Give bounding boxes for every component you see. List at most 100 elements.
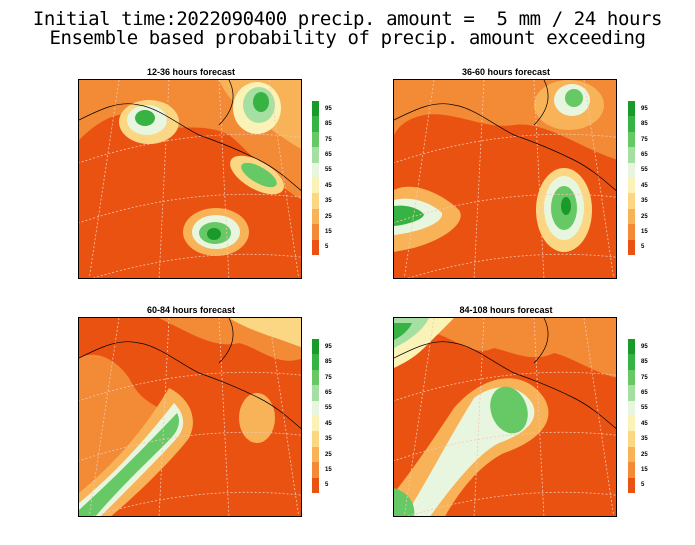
shade-85 [394, 323, 412, 340]
shade-75b [394, 488, 415, 516]
colorbar-swatch [312, 446, 319, 463]
colorbar-label: 5 [641, 482, 645, 489]
panel-4-colorbar: 95 85 75 65 55 45 35 25 15 5 [628, 339, 648, 494]
colorbar-label: 75 [641, 374, 648, 381]
colorbar-swatch [628, 431, 635, 448]
colorbar-label: 15 [325, 228, 332, 235]
colorbar-swatch [312, 131, 319, 148]
colorbar-swatch [312, 162, 319, 179]
panel-1-map [78, 79, 302, 279]
colorbar-swatch [312, 400, 319, 417]
colorbar-swatch [628, 446, 635, 463]
panel-3-coastline [79, 318, 301, 429]
colorbar-label: 75 [641, 136, 648, 143]
colorbar-label: 25 [325, 451, 332, 458]
colorbar-swatch [312, 462, 319, 479]
colorbar-swatch [628, 224, 635, 241]
colorbar-label: 85 [325, 121, 332, 128]
colorbar-label: 45 [325, 182, 332, 189]
colorbar-label: 15 [325, 466, 332, 473]
colorbar-swatch [312, 369, 319, 386]
panel-3-precip-shading [79, 318, 301, 516]
colorbar-label: 25 [641, 451, 648, 458]
colorbar-label: 95 [325, 105, 332, 112]
shade-15 [79, 318, 301, 361]
panel-4-title: 84-108 hours forecast [459, 305, 553, 315]
colorbar-swatch [628, 101, 635, 117]
colorbar-swatch [628, 416, 635, 432]
panel-3-colorbar: 95 85 75 65 55 45 35 25 15 5 [312, 339, 332, 494]
panel-2-map [393, 79, 617, 279]
colorbar-label: 95 [641, 343, 648, 350]
panel-1-plot [79, 80, 301, 278]
panel-2-coastline [394, 80, 616, 191]
shade-95 [207, 228, 221, 240]
colorbar-label: 45 [641, 182, 648, 189]
colorbar-label: 95 [641, 105, 648, 112]
panel-1-coastline [79, 80, 301, 191]
panel-2-graticule [394, 80, 616, 278]
colorbar-swatch [628, 208, 635, 225]
panel-4-graticule [394, 318, 616, 516]
shade-85b [253, 92, 269, 112]
colorbar-label: 25 [325, 213, 332, 220]
colorbar-label: 15 [641, 466, 648, 473]
colorbar-label: 65 [641, 151, 648, 158]
panel-2-plot [394, 80, 616, 278]
colorbar-label: 75 [325, 136, 332, 143]
colorbar-label: 35 [325, 198, 332, 205]
panel-2-precip-shading [394, 80, 616, 252]
colorbar-label: 5 [325, 244, 329, 251]
panel-1-precip-shading [79, 80, 301, 256]
colorbar-label: 35 [641, 436, 648, 443]
colorbar-label: 75 [325, 374, 332, 381]
colorbar-swatch [312, 116, 319, 133]
colorbar-swatch [628, 162, 635, 179]
shade-75 [241, 162, 277, 188]
shade-75 [490, 386, 528, 434]
shade-15 [394, 318, 616, 378]
colorbar-label: 45 [641, 420, 648, 427]
colorbar-label: 55 [325, 167, 332, 174]
shade-25b [239, 393, 275, 443]
colorbar-swatch [628, 354, 635, 371]
colorbar-swatch [628, 369, 635, 386]
panel-2-colorbar: 95 85 75 65 55 45 35 25 15 5 [628, 101, 648, 256]
colorbar-swatch [628, 193, 635, 210]
shade-85 [135, 110, 155, 126]
colorbar-label: 5 [325, 482, 329, 489]
colorbar-swatch [312, 416, 319, 432]
colorbar-swatch [628, 400, 635, 417]
panel-4-map [393, 317, 617, 517]
panel-4-coastline [394, 318, 616, 429]
colorbar-swatch [628, 462, 635, 479]
colorbar-swatch [312, 477, 319, 494]
colorbar-swatch [312, 208, 319, 225]
colorbar-swatch [628, 385, 635, 402]
colorbar-swatch [312, 354, 319, 371]
panel-4-precip-shading [394, 318, 616, 516]
colorbar-label: 5 [641, 244, 645, 251]
panel-3-graticule [79, 318, 301, 516]
panel-1-title: 12-36 hours forecast [146, 67, 236, 77]
colorbar-swatch [312, 431, 319, 448]
colorbar-swatch [312, 147, 319, 164]
colorbar-swatch [628, 116, 635, 133]
colorbar-label: 65 [641, 389, 648, 396]
colorbar-swatch [628, 339, 635, 355]
panel-3-map [78, 317, 302, 517]
colorbar-swatch [628, 477, 635, 494]
colorbar-label: 15 [641, 228, 648, 235]
colorbar-swatch [312, 224, 319, 241]
colorbar-swatch [312, 339, 319, 355]
colorbar-swatch [312, 101, 319, 117]
colorbar-swatch [628, 131, 635, 148]
colorbar-label: 65 [325, 389, 332, 396]
colorbar-swatch [312, 385, 319, 402]
shade-35 [229, 318, 301, 348]
colorbar-swatch [312, 239, 319, 256]
shade-75 [79, 413, 179, 516]
colorbar-label: 95 [325, 343, 332, 350]
shade-85 [394, 205, 424, 226]
panel-3-title: 60-84 hours forecast [146, 305, 236, 315]
